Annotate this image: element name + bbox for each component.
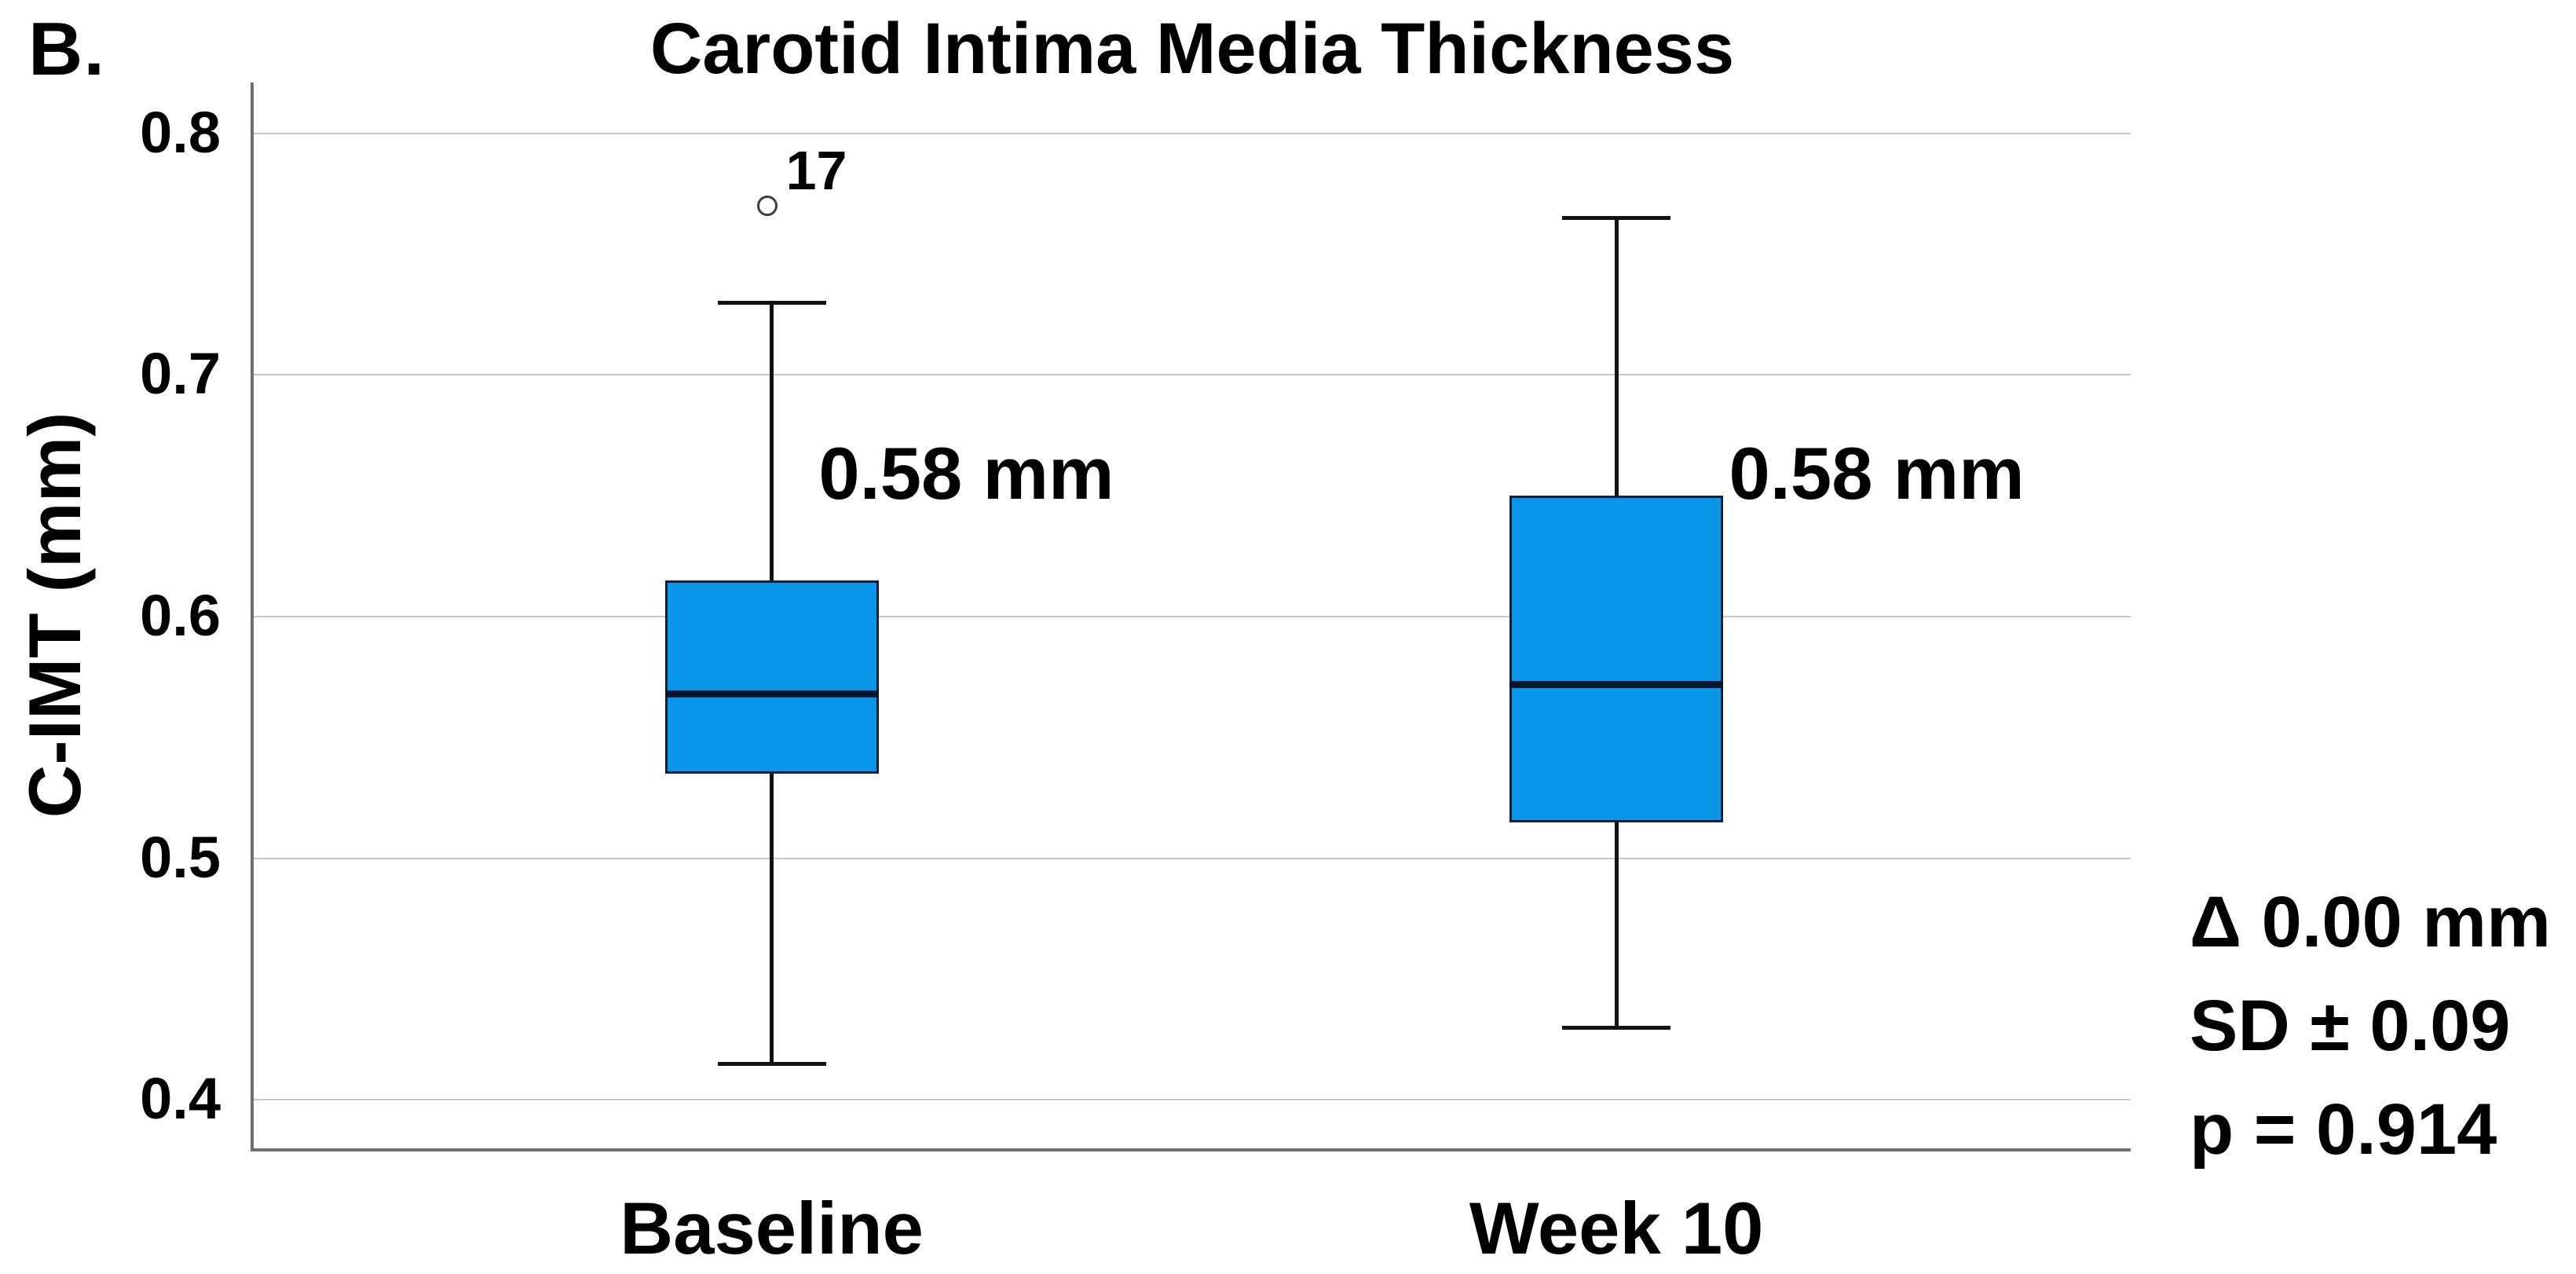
box-value-label: 0.58 mm <box>1729 432 2025 515</box>
panel-label: B. <box>28 7 105 91</box>
whisker-cap-bottom <box>1562 1025 1671 1030</box>
y-tick-label: 0.6 <box>140 583 221 649</box>
stat-line-delta: Δ 0.00 mm <box>2190 882 2551 962</box>
gridline <box>254 132 2131 134</box>
y-tick-label: 0.5 <box>140 824 221 890</box>
box-value-label: 0.58 mm <box>818 432 1114 515</box>
gridline <box>254 1099 2131 1101</box>
x-axis <box>254 1148 2131 1151</box>
gridline <box>254 374 2131 376</box>
y-axis <box>251 82 254 1151</box>
stat-line-pvalue: p = 0.914 <box>2190 1089 2497 1170</box>
whisker-cap-bottom <box>717 1061 826 1066</box>
stats-annotation-block: Δ 0.00 mm SD ± 0.09 p = 0.914 <box>2190 870 2551 1181</box>
gridline <box>254 616 2131 618</box>
median-line <box>1509 680 1724 688</box>
y-tick-label: 0.7 <box>140 341 221 407</box>
box-rect <box>664 580 879 774</box>
outlier-label: 17 <box>785 139 847 201</box>
outlier-circle <box>756 195 778 216</box>
y-tick-label: 0.8 <box>140 99 221 165</box>
y-tick-label: 0.4 <box>140 1066 221 1132</box>
x-tick-label: Baseline <box>620 1187 924 1269</box>
chart-title: Carotid Intima Media Thickness <box>649 9 1735 89</box>
whisker-cap-top <box>717 300 826 305</box>
gridline <box>254 857 2131 859</box>
stat-line-sd: SD ± 0.09 <box>2190 986 2511 1066</box>
whisker-cap-top <box>1562 215 1671 220</box>
x-tick-label: Week 10 <box>1469 1187 1764 1269</box>
median-line <box>664 690 879 697</box>
box-rect <box>1509 496 1724 822</box>
